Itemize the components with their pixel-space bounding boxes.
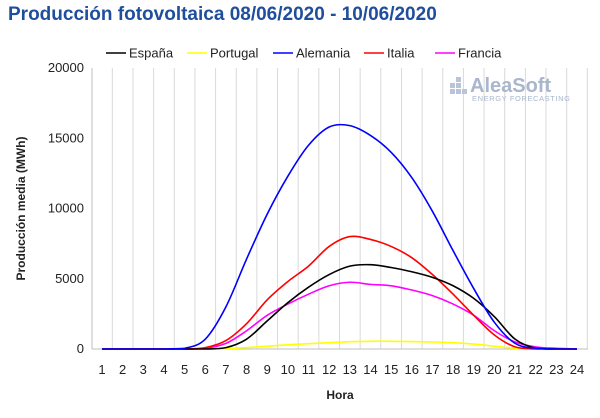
chart-title: Producción fotovoltaica 08/06/2020 - 10/… (8, 4, 437, 25)
brand-tagline: ENERGY FORECASTING (472, 94, 571, 103)
aleasoft-icon (450, 77, 467, 94)
legend: España Portugal Alemania Italia Francia (106, 46, 502, 61)
x-tick-label: 5 (181, 362, 188, 377)
y-axis-title: Producción media (MWh) (14, 136, 28, 280)
x-tick-label: 11 (302, 362, 316, 377)
x-tick-label: 12 (322, 362, 336, 377)
x-tick-label: 17 (425, 362, 439, 377)
logo-square (456, 83, 461, 88)
x-tick-label: 1 (98, 362, 105, 377)
legend-label-francia: Francia (458, 46, 502, 61)
x-tick-label: 24 (570, 362, 584, 377)
x-tick-label: 10 (281, 362, 295, 377)
x-tick-label: 20 (487, 362, 501, 377)
x-tick-label: 18 (446, 362, 460, 377)
x-tick-label: 13 (343, 362, 357, 377)
legend-label-alemania: Alemania (296, 46, 351, 61)
x-tick-label: 23 (549, 362, 563, 377)
x-tick-label: 14 (363, 362, 377, 377)
y-tick-label: 0 (77, 341, 84, 356)
logo-square (462, 89, 467, 94)
legend-label-portugal: Portugal (210, 46, 259, 61)
logo-square (456, 89, 461, 94)
x-tick-label: 4 (160, 362, 167, 377)
x-tick-label: 15 (384, 362, 398, 377)
brand-name: AleaSoft (470, 75, 551, 97)
y-tick-label: 20000 (48, 60, 84, 75)
logo-square (456, 77, 461, 82)
x-tick-label: 16 (405, 362, 419, 377)
x-tick-label: 7 (222, 362, 229, 377)
series-layer (102, 123, 578, 350)
x-tick-label: 9 (264, 362, 271, 377)
y-tick-label: 5000 (55, 271, 84, 286)
logo-square (450, 83, 455, 88)
series-line-alemania (102, 123, 577, 350)
x-tick-label: 8 (243, 362, 250, 377)
x-tick-label: 22 (528, 362, 542, 377)
legend-label-italia: Italia (387, 46, 415, 61)
logo-square (450, 89, 455, 94)
grid-lines (91, 68, 588, 349)
x-tick-label: 6 (202, 362, 209, 377)
legend-label-espana: España (129, 46, 174, 61)
x-tick-label: 21 (508, 362, 522, 377)
x-tick-label: 2 (119, 362, 126, 377)
y-tick-label: 10000 (48, 201, 84, 216)
y-tick-label: 15000 (48, 130, 84, 145)
x-axis-title: Hora (326, 388, 354, 402)
x-tick-label: 19 (467, 362, 481, 377)
x-tick-label: 3 (140, 362, 147, 377)
x-axis-ticks: 1 2 3 4 5 6 7 8 9 10 11 12 13 14 15 16 17 18 19 20 21 22 23 24 (98, 362, 584, 377)
y-axis-ticks: 0 5000 10000 15000 20000 (48, 60, 84, 356)
